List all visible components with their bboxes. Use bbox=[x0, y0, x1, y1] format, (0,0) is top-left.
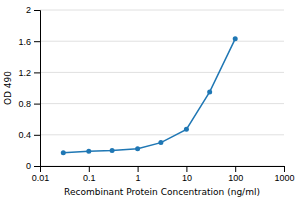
tick: 0.8 bbox=[18, 99, 40, 109]
tick-label: 1.2 bbox=[18, 68, 31, 78]
grid-line-y bbox=[40, 103, 284, 104]
tick-mark bbox=[34, 10, 40, 11]
grid bbox=[40, 10, 284, 166]
tick-label: 1000 bbox=[274, 173, 294, 183]
tick-label: 1 bbox=[136, 173, 141, 183]
tick-mark bbox=[34, 104, 40, 105]
tick-mark bbox=[34, 135, 40, 136]
tick: 1.6 bbox=[18, 37, 40, 47]
grid-line-y bbox=[40, 72, 284, 73]
grid-line-y bbox=[40, 10, 284, 11]
tick-mark bbox=[34, 166, 40, 167]
tick-label: 2 bbox=[26, 5, 31, 15]
chart: 0.01 0.1 1 10 100 1000 0 0.4 0.8 1.2 1.6 2 Recombina… bbox=[0, 0, 300, 200]
tick-mark bbox=[89, 166, 90, 172]
point bbox=[110, 148, 115, 153]
tick-label: 0.1 bbox=[83, 173, 96, 183]
tick-label: 10 bbox=[182, 173, 192, 183]
axis-line bbox=[41, 167, 285, 173]
y-axis: 0 0.4 0.8 1.2 1.6 2 bbox=[18, 5, 40, 171]
grid-line-y bbox=[40, 134, 284, 135]
tick: 1 bbox=[136, 166, 141, 183]
x-axis-title: Recombinant Protein Concentration (ng/ml… bbox=[64, 187, 260, 197]
point bbox=[135, 146, 140, 151]
tick: 0.1 bbox=[83, 166, 96, 183]
y-axis-title: OD 490 bbox=[3, 71, 13, 105]
tick-mark bbox=[235, 166, 236, 172]
marks bbox=[61, 36, 238, 155]
tick-label: 0.8 bbox=[18, 99, 31, 109]
tick-mark bbox=[284, 166, 285, 172]
tick: 0.4 bbox=[18, 130, 40, 140]
point bbox=[86, 149, 91, 154]
tick: 0.01 bbox=[32, 166, 50, 183]
tick-label: 100 bbox=[228, 173, 243, 183]
tick-mark bbox=[186, 166, 187, 172]
plot: 0.01 0.1 1 10 100 1000 0 0.4 0.8 1.2 1.6 2 bbox=[18, 5, 294, 183]
tick: 2 bbox=[26, 5, 40, 15]
line bbox=[63, 39, 235, 153]
tick-label: 0 bbox=[26, 161, 31, 171]
grid-line-y bbox=[40, 41, 284, 42]
point bbox=[158, 140, 163, 145]
point bbox=[184, 127, 189, 132]
tick: 1000 bbox=[274, 166, 294, 183]
tick: 1.2 bbox=[18, 68, 40, 78]
axis-line bbox=[34, 11, 41, 167]
tick: 100 bbox=[228, 166, 243, 183]
tick: 10 bbox=[182, 166, 192, 183]
point bbox=[233, 36, 238, 41]
tick-label: 1.6 bbox=[18, 37, 31, 47]
tick-mark bbox=[34, 72, 40, 73]
tick-label: 0.01 bbox=[32, 173, 50, 183]
tick-mark bbox=[138, 166, 139, 172]
x-axis: 0.01 0.1 1 10 100 1000 bbox=[32, 166, 295, 183]
tick: 0 bbox=[26, 161, 40, 171]
point bbox=[207, 89, 212, 94]
point bbox=[61, 150, 66, 155]
tick-label: 0.4 bbox=[18, 130, 31, 140]
tick-mark bbox=[34, 41, 40, 42]
